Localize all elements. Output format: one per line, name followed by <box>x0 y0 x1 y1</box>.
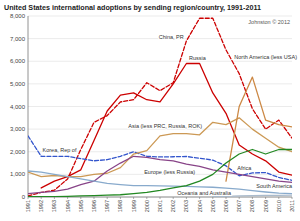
grid-line <box>28 83 292 84</box>
y-tick-label: 6,000 <box>10 58 26 64</box>
series-line <box>28 156 292 193</box>
y-grid <box>28 16 292 197</box>
y-tick-label: 0 <box>22 194 26 200</box>
x-tick-label: 2008 <box>249 200 255 212</box>
y-tick-label: 1,000 <box>10 171 26 177</box>
series-label: Korea, Rep of <box>43 147 77 153</box>
x-tick <box>133 197 134 199</box>
x-tick <box>146 197 147 199</box>
x-tick <box>278 197 279 199</box>
chart-container: 0 1,000 2,000 3,000 4,000 5,000 6,000 7,000 8,00… <box>0 0 300 221</box>
x-tick-label: 1999 <box>131 200 137 212</box>
x-tick <box>80 197 81 199</box>
series-line <box>226 77 292 181</box>
x-tick-label: 2011 <box>289 200 295 212</box>
series-line <box>28 18 292 196</box>
series-line <box>28 149 292 196</box>
x-tick <box>186 197 187 199</box>
x-tick-label: 1996 <box>91 200 97 212</box>
series-line <box>28 118 292 177</box>
x-tick <box>199 197 200 199</box>
x-tick <box>54 197 55 199</box>
series-line <box>28 136 292 180</box>
annotation: Johnston © 2012 <box>248 19 290 25</box>
y-tick-label: 5,000 <box>10 81 26 87</box>
series-label: Europe (less Russia) <box>144 169 195 175</box>
series-label: Asia (less PRC, Russia, ROK) <box>128 123 202 129</box>
x-tick-label: 2005 <box>210 200 216 212</box>
title: United States international adoptions by… <box>4 3 261 12</box>
y-tick-label: 4,000 <box>10 104 26 110</box>
x-tick-label: 2001 <box>157 200 163 212</box>
series-label: China, PR <box>159 34 184 40</box>
x-tick <box>120 197 121 199</box>
x-tick <box>94 197 95 199</box>
x-tick-label: 2006 <box>223 200 229 212</box>
y-tick-labels: 0 1,000 2,000 3,000 4,000 5,000 6,000 7,000 8,00… <box>10 13 26 200</box>
x-tick-label: 2010 <box>276 200 282 212</box>
x-tick <box>67 197 68 199</box>
x-tick-label: 2002 <box>170 200 176 212</box>
grid-line <box>28 16 292 17</box>
y-tick-label: 2,000 <box>10 149 26 155</box>
x-tick <box>252 197 253 199</box>
x-tick <box>265 197 266 199</box>
series-label: North America (less USA) <box>234 54 297 60</box>
x-tick <box>173 197 174 199</box>
series-label: South America <box>256 183 293 189</box>
x-tick-label: 2009 <box>263 200 269 212</box>
x-tick-label: 2003 <box>183 200 189 212</box>
x-tick-label: 1997 <box>104 200 110 212</box>
x-tick <box>28 197 29 199</box>
x-tick-label: 1992 <box>38 200 44 212</box>
x-tick-label: 1991 <box>25 200 31 212</box>
x-tick-label: 1998 <box>117 200 123 212</box>
x-tick-label: 2007 <box>236 200 242 212</box>
series-labels: China, PR Russia Korea, Rep of Asia (less P… <box>43 34 298 196</box>
x-tick-label: 1995 <box>78 200 84 212</box>
series-label: Oceania and Australia <box>177 190 232 196</box>
x-tick <box>41 197 42 199</box>
x-tick-label: 2004 <box>197 200 203 212</box>
series-label: Russia <box>189 55 207 61</box>
y-tick-label: 8,000 <box>10 13 26 19</box>
y-tick-label: 3,000 <box>10 126 26 132</box>
x-tick-label: 1993 <box>51 200 57 212</box>
x-tick-label: 2000 <box>144 200 150 212</box>
y-tick-label: 7,000 <box>10 36 26 42</box>
x-ticks: 1991 1992 1993 1994 1995 1996 1997 1998 1999 2000… <box>25 197 295 212</box>
x-tick <box>107 197 108 199</box>
x-tick <box>239 197 240 199</box>
grid-line <box>28 106 292 107</box>
series-line <box>41 64 292 188</box>
grid-line <box>28 61 292 62</box>
x-tick <box>292 197 293 199</box>
x-tick <box>226 197 227 199</box>
x-tick <box>212 197 213 199</box>
x-tick <box>160 197 161 199</box>
y-axis-line <box>28 16 29 197</box>
chart-svg: 0 1,000 2,000 3,000 4,000 5,000 6,000 7,000 8,00… <box>0 0 300 221</box>
lines <box>28 18 292 197</box>
series-label: Africa <box>237 165 252 171</box>
x-tick-label: 1994 <box>65 200 71 212</box>
